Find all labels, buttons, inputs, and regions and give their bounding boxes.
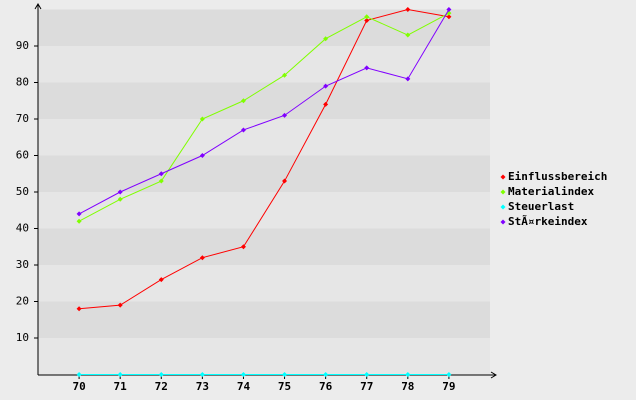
legend-label: Materialindex — [508, 185, 594, 198]
x-tick-label: 75 — [278, 380, 291, 393]
plot-band — [38, 228, 490, 265]
data-point — [405, 7, 411, 12]
plot-band — [38, 82, 490, 119]
x-tick-label: 74 — [237, 380, 251, 393]
plot-band — [38, 192, 490, 229]
legend-marker — [500, 204, 506, 210]
plot-bands — [38, 9, 490, 375]
x-tick-label: 76 — [319, 380, 333, 393]
plot-band — [38, 119, 490, 156]
data-point — [199, 372, 205, 377]
y-tick-label: 70 — [16, 112, 29, 125]
data-point — [282, 178, 288, 184]
data-point — [158, 178, 164, 184]
data-point — [76, 372, 82, 377]
data-point — [76, 211, 82, 217]
x-tick-label: 71 — [114, 380, 128, 393]
series-line — [79, 8, 449, 310]
data-point — [364, 17, 370, 23]
data-point — [446, 372, 452, 377]
data-point — [323, 372, 329, 377]
data-point — [282, 112, 288, 118]
data-point — [199, 255, 205, 261]
data-point — [405, 32, 411, 38]
x-tick-label: 72 — [155, 380, 168, 393]
data-point — [446, 7, 452, 12]
y-tick-label: 60 — [16, 149, 29, 162]
data-point — [323, 83, 329, 89]
legend-label: Steuerlast — [508, 200, 574, 213]
data-point — [199, 116, 205, 122]
plot-band — [38, 265, 490, 302]
data-point — [117, 189, 123, 195]
data-point — [240, 372, 246, 377]
x-tick-label: 70 — [72, 380, 85, 393]
legend-marker — [500, 189, 506, 195]
y-tick-label: 90 — [16, 39, 29, 52]
data-point — [158, 171, 164, 177]
y-tick-label: 80 — [16, 76, 29, 89]
x-tick-label: 77 — [360, 380, 373, 393]
y-tick-label: 50 — [16, 185, 29, 198]
plot-band — [38, 9, 490, 46]
legend-label: Einflussbereich — [508, 170, 607, 183]
x-tick-label: 78 — [401, 380, 414, 393]
data-point — [76, 218, 82, 224]
data-point — [364, 65, 370, 71]
plot-band — [38, 155, 490, 192]
data-point — [117, 196, 123, 202]
data-point — [364, 14, 370, 20]
data-point — [117, 302, 123, 308]
data-point — [364, 372, 370, 377]
x-tick-label: 73 — [196, 380, 209, 393]
data-point — [117, 372, 123, 377]
data-point — [240, 127, 246, 133]
data-point — [158, 372, 164, 377]
data-point — [240, 244, 246, 250]
data-point — [199, 153, 205, 158]
data-point — [76, 306, 82, 312]
y-axis-arrow — [34, 3, 42, 10]
x-axis-arrow — [490, 371, 497, 379]
plot-band — [38, 46, 490, 83]
plot-band — [38, 301, 490, 338]
legend-marker — [500, 219, 506, 225]
data-point — [240, 98, 246, 104]
data-point — [405, 76, 411, 82]
data-point — [282, 72, 288, 78]
data-point — [405, 372, 411, 377]
y-tick-label: 40 — [16, 222, 29, 235]
y-tick-label: 10 — [16, 331, 29, 344]
legend-label: StÃ¤rkeindex — [508, 215, 588, 228]
data-point — [323, 101, 329, 107]
data-point — [158, 277, 164, 283]
y-tick-label: 20 — [16, 295, 29, 308]
series-line — [78, 12, 450, 222]
data-point — [446, 14, 452, 20]
legend-marker — [500, 174, 506, 180]
series-line — [78, 9, 450, 215]
data-point — [323, 36, 329, 42]
plot-band — [38, 338, 490, 375]
y-tick-label: 30 — [16, 258, 29, 271]
data-point — [282, 372, 288, 377]
x-tick-label: 79 — [442, 380, 455, 393]
